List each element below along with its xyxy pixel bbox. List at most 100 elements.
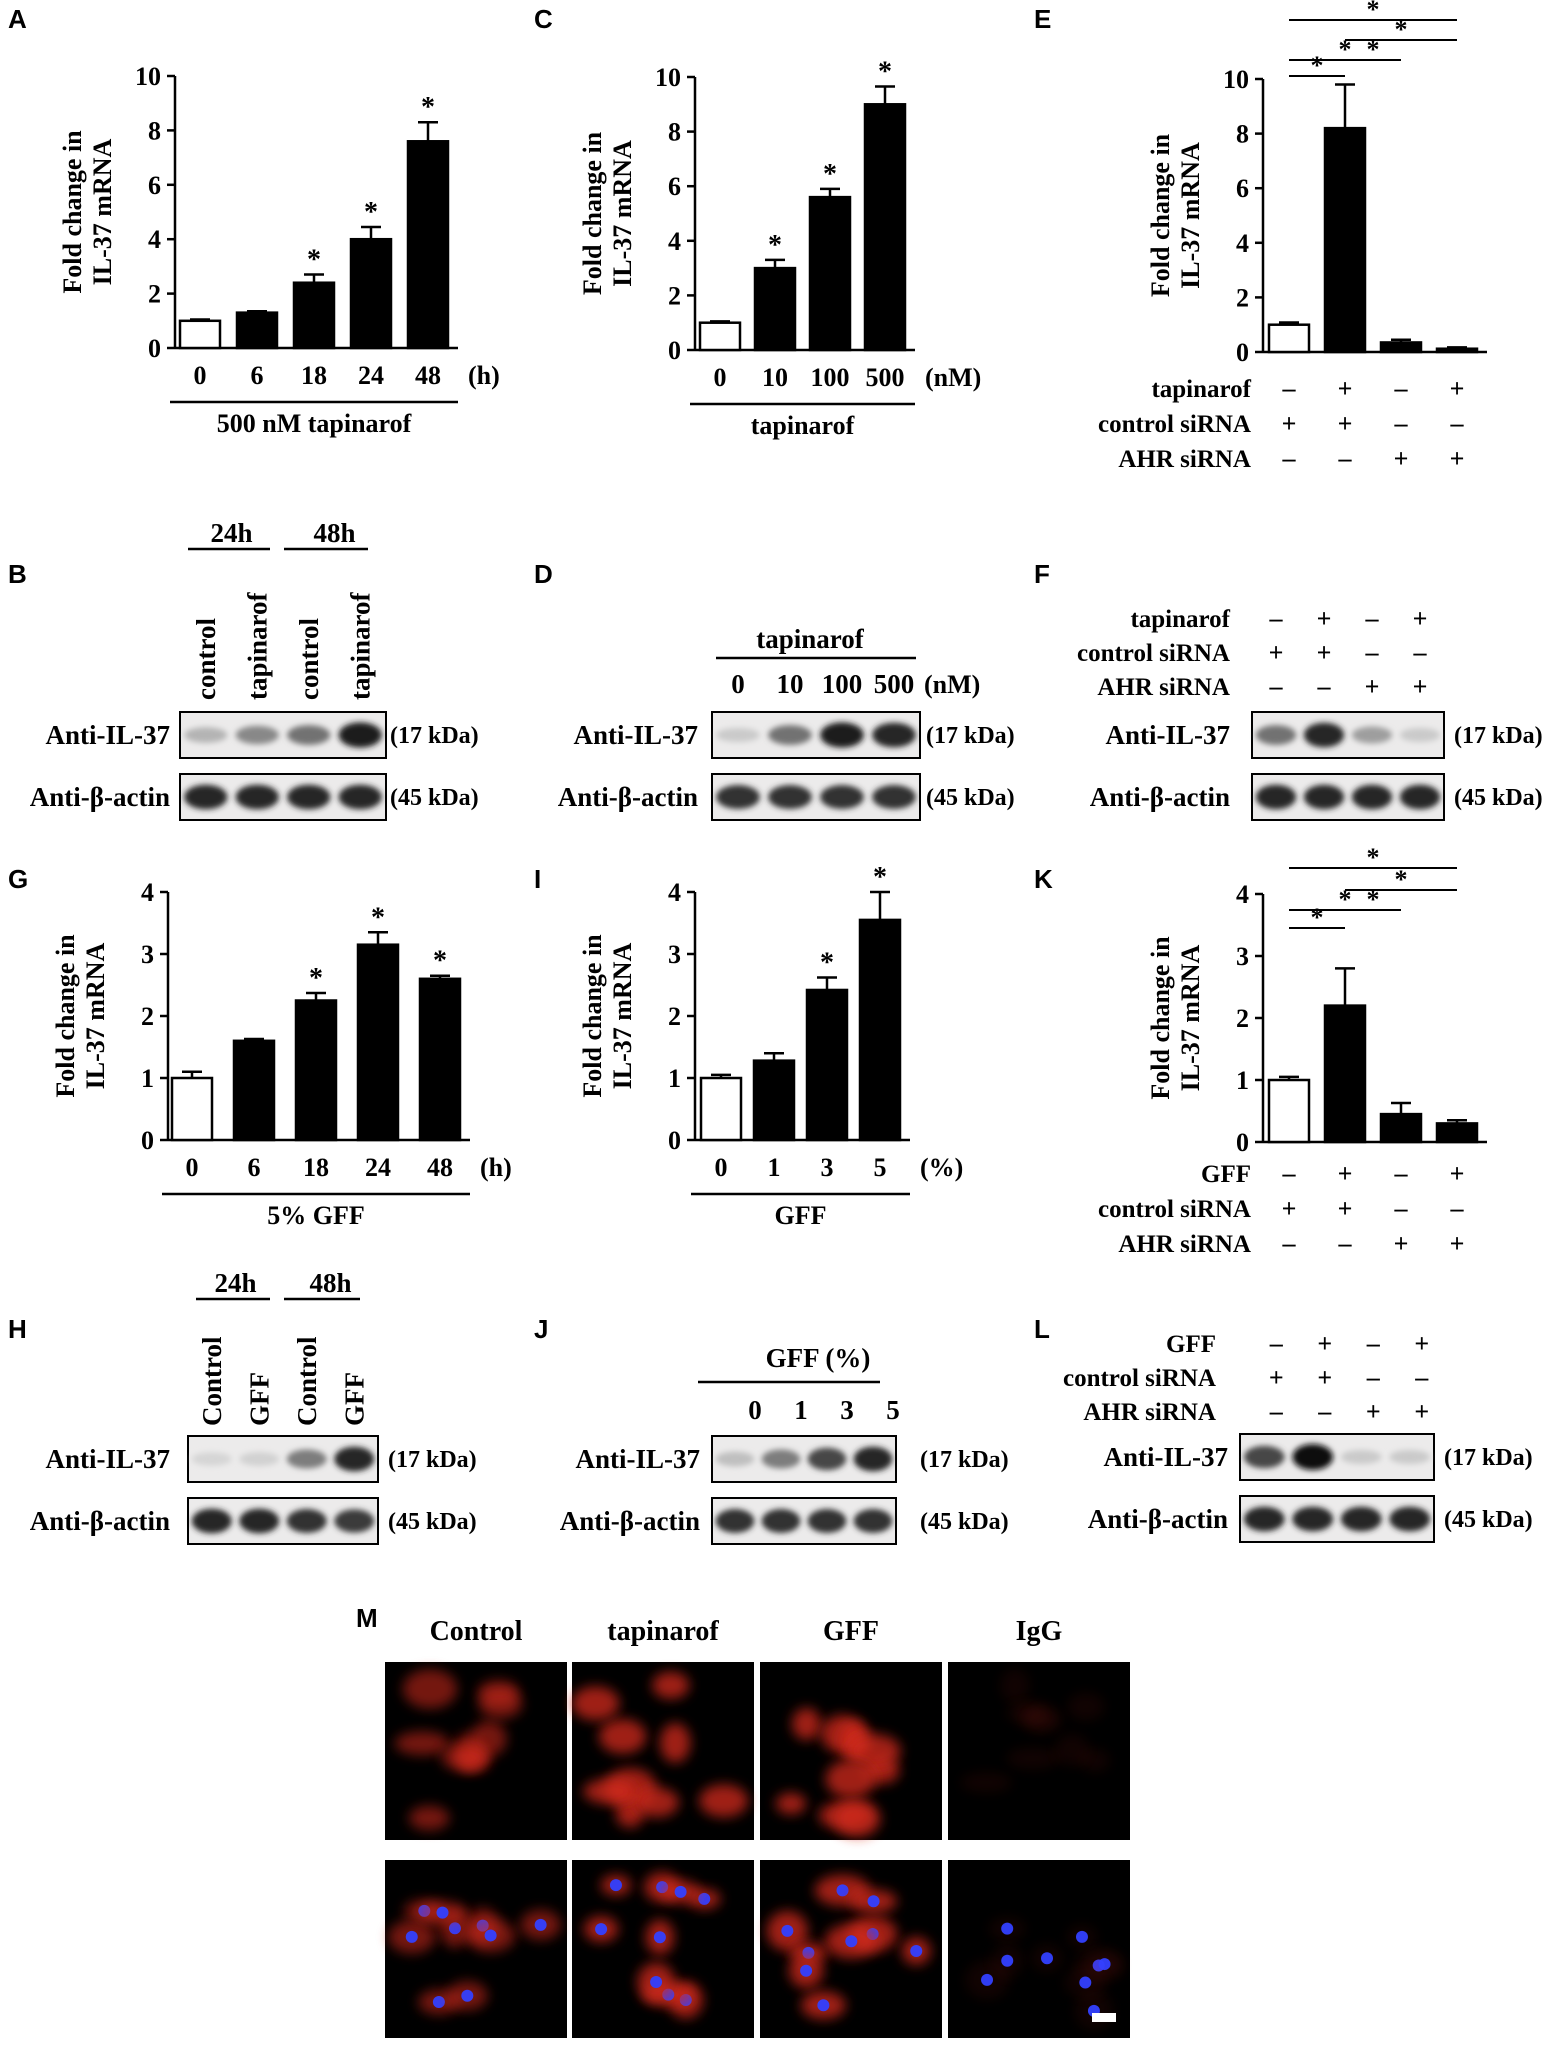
chart-E: 0 2 4 6 8 10 Fold change in IL-37 mRNA tapinarof… xyxy=(1098,0,1487,473)
condition-sign: + xyxy=(1450,374,1465,403)
x-unit-label: (h) xyxy=(480,1153,512,1182)
nucleus xyxy=(1041,1952,1054,1965)
significance-star: * xyxy=(823,159,837,190)
bracket-star: * xyxy=(1311,903,1324,932)
y-tick-label: 2 xyxy=(1236,1004,1249,1033)
cell-stain xyxy=(960,1772,1012,1793)
header-label: tapinarof xyxy=(756,624,865,654)
chart-G: 0 1 2 3 4 Fold change in IL-37 mRNA * * * 0 6 18 24 48… xyxy=(51,878,512,1230)
condition-sign: + xyxy=(1413,604,1428,633)
y-tick-label: 4 xyxy=(1236,880,1249,909)
kda-label: (17 kDa) xyxy=(920,1447,1009,1473)
row-label-il37: Anti-IL-37 xyxy=(45,1444,170,1474)
bar-18 xyxy=(294,999,338,1142)
nucleus xyxy=(1075,1930,1088,1943)
micrograph-tapinarof-il37 xyxy=(571,1662,754,1840)
x-tick-label: 5 xyxy=(874,1153,887,1182)
kda-label: (17 kDa) xyxy=(1444,1445,1533,1471)
condition-sign: – xyxy=(1269,672,1284,701)
nucleus xyxy=(817,1999,830,2012)
condition-sign: – xyxy=(1394,1159,1409,1188)
y-axis-label-line2: IL-37 mRNA xyxy=(1176,944,1205,1091)
micrograph-igg-il37 xyxy=(948,1662,1130,1840)
blot-band xyxy=(1255,725,1297,745)
y-tick-label: 3 xyxy=(668,940,681,969)
lane-label: tapinarof xyxy=(345,591,375,700)
bar-48 xyxy=(406,140,450,350)
blot-band xyxy=(820,722,864,748)
blot-band xyxy=(239,1508,280,1534)
blot-band xyxy=(1389,1449,1431,1465)
panel-label-I: I xyxy=(534,864,541,894)
cell-stain xyxy=(394,1731,450,1756)
bar-24 xyxy=(349,237,393,350)
nucleus xyxy=(650,1975,663,1988)
blot-band xyxy=(235,784,279,810)
panel-label-M: M xyxy=(356,1603,378,1633)
row-label-actin: Anti-β-actin xyxy=(30,1506,170,1536)
cell-stain xyxy=(792,1707,821,1740)
panel-label-L: L xyxy=(1034,1314,1050,1344)
micrograph-column-label: tapinarof xyxy=(607,1616,719,1647)
row-label-il37: Anti-IL-37 xyxy=(1103,1442,1228,1472)
lane-label: 3 xyxy=(840,1395,854,1425)
y-tick-label: 6 xyxy=(148,171,161,200)
y-axis-label-line2: IL-37 mRNA xyxy=(608,942,637,1089)
significance-star: * xyxy=(364,197,378,228)
bar-0 xyxy=(170,1076,214,1142)
bracket-star: * xyxy=(1395,15,1408,44)
cell-stain xyxy=(470,1720,507,1757)
nucleus xyxy=(800,1964,813,1977)
y-tick-label: 2 xyxy=(1236,283,1249,312)
nucleus xyxy=(845,1935,858,1948)
significance-star: * xyxy=(309,963,323,994)
condition-sign: – xyxy=(1366,1363,1381,1392)
significance-star: * xyxy=(873,862,887,893)
x-tick-label: 48 xyxy=(415,361,441,390)
blot-band xyxy=(1351,784,1393,810)
condition-sign: + xyxy=(1317,638,1332,667)
condition-sign: – xyxy=(1365,638,1380,667)
nucleus xyxy=(436,1906,449,1919)
lane-label: GFF xyxy=(339,1372,369,1426)
blot-band xyxy=(761,1449,801,1469)
blot-F: Anti-IL-37 (17 kDa) Anti-β-actin (45 kDa) ta… xyxy=(1077,604,1543,821)
bar-100 xyxy=(808,195,852,352)
bracket-star: * xyxy=(1339,35,1352,64)
x-unit-label: (h) xyxy=(468,361,500,390)
condition-sign: + xyxy=(1338,1194,1353,1223)
condition-sign: + xyxy=(1414,1397,1429,1426)
condition-label: GFF xyxy=(1201,1161,1251,1188)
significance-star: * xyxy=(371,902,385,933)
condition-sign: – xyxy=(1338,1229,1353,1258)
condition-sign: + xyxy=(1394,444,1409,473)
panel-label-K: K xyxy=(1034,864,1053,894)
x-tick-label: 0 xyxy=(714,363,727,392)
x-tick-label: 1 xyxy=(768,1153,781,1182)
blot-band xyxy=(807,1447,847,1471)
blot-band xyxy=(286,1449,327,1469)
bar-2 xyxy=(1323,1004,1367,1144)
condition-sign: – xyxy=(1450,1194,1465,1223)
blot-band xyxy=(286,1509,327,1533)
blot-band xyxy=(768,785,812,809)
group-label: GFF xyxy=(775,1201,827,1230)
condition-label: AHR siRNA xyxy=(1118,1231,1251,1258)
condition-label: GFF xyxy=(1166,1331,1216,1358)
x-unit-label: (nM) xyxy=(925,363,981,392)
bar-48 xyxy=(418,977,462,1142)
x-tick-label: 6 xyxy=(248,1153,261,1182)
condition-sign: – xyxy=(1282,1229,1297,1258)
nucleus xyxy=(981,1973,994,1986)
kda-label: (17 kDa) xyxy=(1454,723,1543,749)
condition-sign: – xyxy=(1394,374,1409,403)
panel-label-H: H xyxy=(8,1314,27,1344)
cell-stain xyxy=(598,1718,647,1754)
y-tick-label: 4 xyxy=(148,225,161,254)
bar-4 xyxy=(1435,1122,1479,1144)
cell-stain xyxy=(699,1784,749,1818)
bracket-star: * xyxy=(1367,843,1380,872)
x-tick-label: 18 xyxy=(301,361,327,390)
y-tick-label: 4 xyxy=(141,878,154,907)
